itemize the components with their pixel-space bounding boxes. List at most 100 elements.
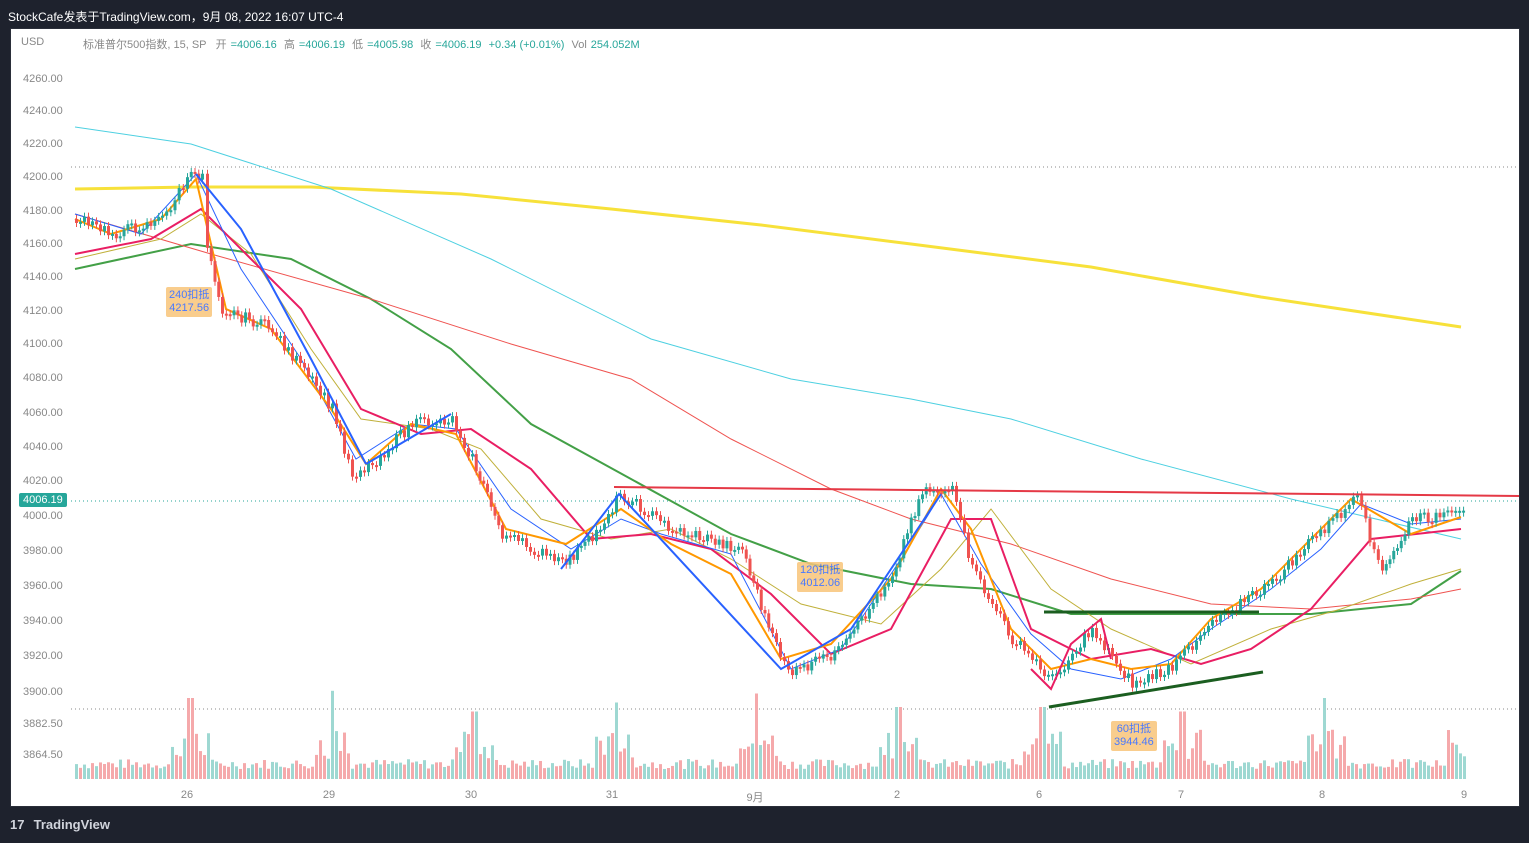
volume-bar xyxy=(327,758,330,779)
volume-bar xyxy=(211,759,214,779)
note-120-deduction[interactable]: 120扣抵 4012.06 xyxy=(797,562,844,592)
candle-body xyxy=(1438,512,1442,518)
volume-bar xyxy=(1211,763,1214,779)
volume-bar xyxy=(1131,761,1134,779)
volume-bar xyxy=(1327,731,1330,779)
volume-bar xyxy=(443,766,446,779)
volume-bar xyxy=(519,765,522,779)
candle-body xyxy=(79,221,82,224)
candle-body xyxy=(864,616,868,619)
volume-bar xyxy=(1379,766,1382,779)
volume-bar xyxy=(555,766,558,779)
volume-bar xyxy=(647,766,650,779)
volume-bar xyxy=(475,711,478,779)
volume-bar xyxy=(303,766,306,779)
candle-body xyxy=(631,501,634,506)
candle-body xyxy=(798,666,802,669)
vol-label: Vol xyxy=(571,39,587,51)
volume-bar xyxy=(1055,743,1058,779)
tradingview-logo-icon: 17 xyxy=(10,817,25,832)
candle-body xyxy=(921,494,924,500)
volume-bar xyxy=(1427,765,1430,779)
candle-body xyxy=(149,222,153,226)
volume-bar xyxy=(387,764,390,779)
candle-body xyxy=(545,548,548,556)
candle-body xyxy=(403,430,406,438)
volume-bar xyxy=(339,750,342,779)
volume-bar xyxy=(959,765,962,779)
chart-pane[interactable]: USD 标准普尔500指数, 15, SP 开 =4006.16 高 =4006.1… xyxy=(10,28,1520,807)
volume-bar xyxy=(867,762,870,779)
volume-bar xyxy=(143,764,146,779)
candle-body xyxy=(91,221,94,226)
candle-body xyxy=(145,222,149,229)
volume-bar xyxy=(407,759,410,779)
candle-body xyxy=(415,418,418,428)
volume-bar xyxy=(1075,767,1078,779)
price-tick-label: 3940.00 xyxy=(23,615,63,627)
volume-bar xyxy=(1191,748,1194,779)
volume-bar xyxy=(1223,763,1226,779)
candle-body xyxy=(744,549,748,559)
candle-body xyxy=(1027,650,1030,654)
volume-bar xyxy=(623,748,626,779)
candle-body xyxy=(794,666,798,676)
volume-bar xyxy=(943,759,946,779)
tradingview-footer[interactable]: 17 TradingView xyxy=(10,817,110,832)
candle-body xyxy=(932,490,936,493)
candle-body xyxy=(1191,646,1194,650)
candle-body xyxy=(1251,590,1254,596)
candle-body xyxy=(1360,495,1364,506)
last-price-tag: 4006.19 xyxy=(19,493,67,507)
note-60-deduction[interactable]: 60扣抵 3944.46 xyxy=(1111,721,1157,751)
candle-body xyxy=(975,564,978,572)
candle-body xyxy=(909,517,913,534)
candle-body xyxy=(1414,517,1418,522)
volume-bar xyxy=(1015,764,1018,779)
candle-body xyxy=(383,455,386,458)
volume-bar xyxy=(631,757,634,779)
volume-bar xyxy=(1175,750,1178,779)
note-240-deduction[interactable]: 240扣抵 4217.56 xyxy=(166,287,213,317)
volume-bar xyxy=(155,765,158,779)
volume-bar xyxy=(355,764,358,779)
volume-bar xyxy=(1383,767,1386,779)
candle-body xyxy=(917,499,921,517)
price-chart-canvas[interactable] xyxy=(11,29,1519,806)
volume-bar xyxy=(439,762,442,779)
volume-bar xyxy=(275,762,278,779)
volume-bar xyxy=(663,768,666,779)
candle-body xyxy=(1119,663,1122,671)
volume-bar xyxy=(875,766,878,779)
candle-body xyxy=(635,499,638,502)
candle-body xyxy=(1227,612,1230,615)
candle-body xyxy=(525,538,528,547)
volume-bar xyxy=(1319,744,1322,779)
symbol-legend: 标准普尔500指数, 15, SP 开 =4006.16 高 =4006.19 低 =… xyxy=(83,36,640,52)
volume-bar xyxy=(1115,766,1118,779)
candle-body xyxy=(607,514,610,524)
volume-bar xyxy=(1411,767,1414,779)
candle-body xyxy=(599,529,602,532)
candle-body xyxy=(587,536,591,542)
volume-bar xyxy=(263,760,266,779)
volume-bar xyxy=(1127,768,1130,779)
volume-bar xyxy=(267,768,270,779)
candle-body xyxy=(315,376,318,386)
candle-body xyxy=(451,416,454,423)
candle-body xyxy=(1239,598,1242,611)
candle-body xyxy=(1151,674,1154,680)
volume-bar xyxy=(1439,765,1442,779)
volume-bar xyxy=(863,768,866,779)
volume-bar xyxy=(1135,767,1138,779)
candle-body xyxy=(1051,674,1054,677)
volume-bar xyxy=(947,766,950,779)
candle-body xyxy=(533,551,536,555)
candle-body xyxy=(1364,505,1368,519)
volume-bar xyxy=(411,762,414,779)
candle-body xyxy=(717,539,721,545)
price-tick-label: 4220.00 xyxy=(23,138,63,150)
candle-body xyxy=(201,173,204,180)
volume-bar xyxy=(151,767,154,779)
volume-bar xyxy=(1347,765,1350,779)
